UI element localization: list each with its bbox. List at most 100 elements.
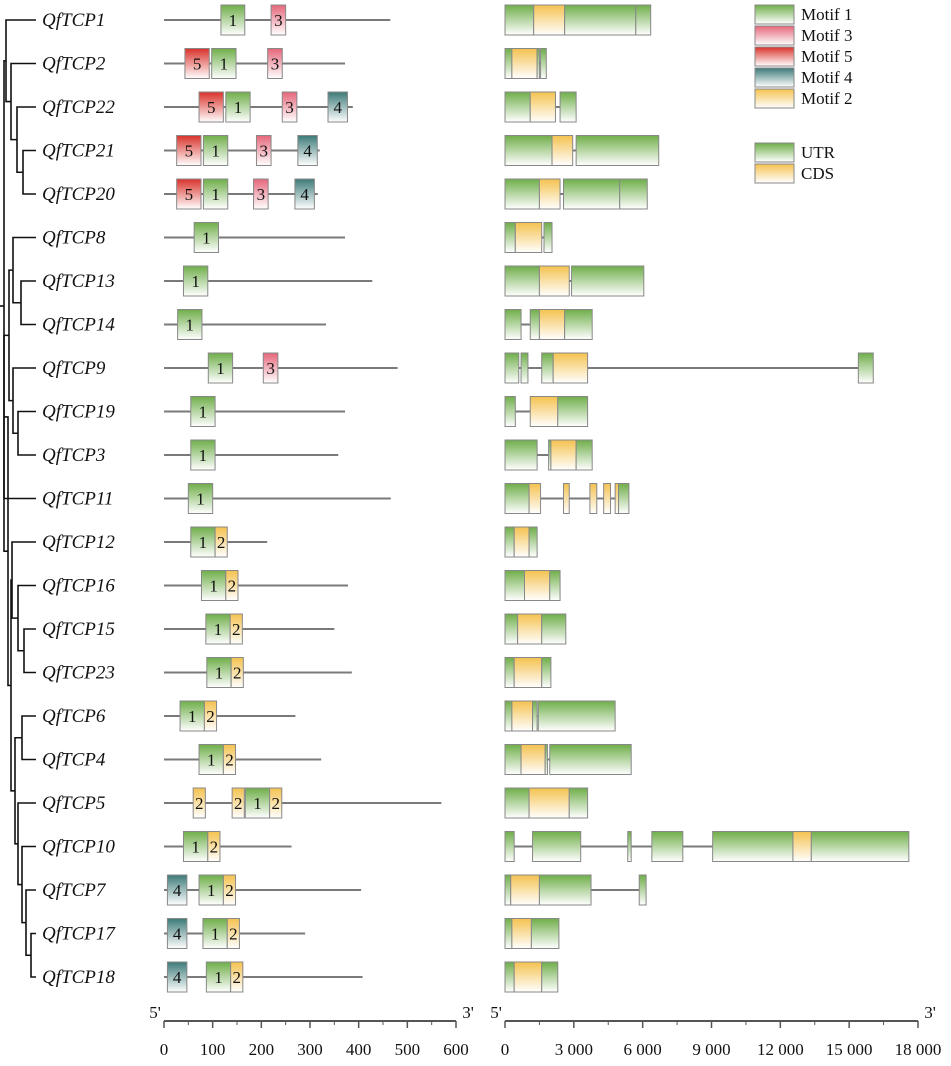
axis-tick-label: 15 000 [826, 1040, 873, 1059]
cds-block [513, 961, 543, 993]
structure-row-qftcp1 [504, 4, 652, 36]
tree-branch [17, 802, 36, 886]
motif-number: 2 [206, 707, 215, 726]
utr-block [504, 439, 538, 471]
tree-branch [23, 628, 36, 674]
motif-5-box [176, 178, 202, 210]
structure-row-qftcp14 [504, 309, 593, 340]
legend-swatch-motif5 [754, 46, 795, 67]
motif-3-box [270, 4, 287, 36]
tree-branch [12, 367, 36, 435]
utr-block [575, 439, 593, 471]
motif-row-qftcp13: 1 [164, 265, 373, 297]
utr-block [532, 831, 582, 862]
structure-row-qftcp15 [504, 613, 567, 645]
motif-2-box [231, 787, 245, 819]
motif-number: 2 [271, 794, 280, 813]
tree-branch [20, 280, 36, 326]
structure-row-qftcp12 [504, 526, 538, 558]
utr-block [618, 483, 630, 514]
axis-tick-label: 400 [346, 1040, 372, 1059]
motif-2-box [207, 831, 221, 862]
utr-block [504, 961, 515, 993]
utr-block [541, 657, 552, 688]
motif-number: 4 [303, 142, 312, 161]
cds-block [614, 483, 620, 514]
utr-block [504, 4, 535, 36]
gene-label-qftcp22: QfTCP22 [42, 97, 115, 118]
motif-number: 2 [225, 881, 234, 900]
axis-tick-label: 9 000 [692, 1040, 730, 1059]
motif-5-box [184, 48, 210, 79]
cds-block [524, 570, 551, 601]
motif-number: 1 [229, 11, 238, 30]
motif-number: 1 [234, 98, 243, 117]
axis-end-label: 3' [462, 1003, 474, 1022]
utr-block [504, 831, 515, 862]
utr-block [520, 352, 529, 384]
utr-block [541, 961, 559, 993]
legend-swatch-cds [754, 163, 795, 184]
motif-number: 1 [253, 794, 262, 813]
tree-branch [17, 584, 36, 652]
motif-number: 1 [199, 446, 208, 465]
utr-block [619, 178, 648, 210]
utr-block [504, 657, 515, 688]
legend-swatch-motif4 [754, 67, 795, 88]
motif-2-box [214, 526, 228, 558]
motif-number: 2 [234, 794, 243, 813]
legend-label-motif3: Motif 3 [801, 26, 852, 45]
utr-block [543, 222, 553, 253]
motif-2-box [203, 700, 218, 732]
structure-row-qftcp5 [504, 787, 589, 819]
gene-labels: QfTCP1 QfTCP2 QfTCP22 QfTCP21 QfTCP20 QfTCP8 Q… [42, 10, 116, 988]
structure-row-qftcp23 [504, 657, 552, 688]
motif-number: 3 [271, 55, 280, 74]
motif-number: 4 [173, 925, 182, 944]
cds-block [533, 4, 566, 36]
motif-1-box [205, 613, 231, 645]
utr-block [568, 787, 589, 819]
gene-label-qftcp9: QfTCP9 [42, 358, 106, 379]
utr-block [504, 570, 526, 601]
motif-3-box [255, 135, 272, 166]
motif-number: 2 [195, 794, 204, 813]
legend-label-cds: CDS [801, 164, 834, 183]
gene-label-qftcp17: QfTCP17 [42, 924, 116, 945]
utr-block [651, 831, 684, 862]
motif-number: 4 [333, 98, 342, 117]
utr-block [504, 178, 540, 210]
utr-block [544, 744, 548, 775]
motif-1-box [182, 265, 209, 297]
motif-4-box [294, 178, 315, 210]
legend-label-motif1: Motif 1 [801, 5, 852, 24]
axis-start-label: 5' [490, 1003, 502, 1022]
utr-block [575, 135, 660, 166]
cds-block [552, 352, 589, 384]
motif-row-qftcp14: 1 [164, 309, 327, 340]
motif-number: 1 [220, 55, 229, 74]
motif-number: 3 [285, 98, 294, 117]
gene-structure-axis: 0 3 000 6 000 9 000 12 000 15 000 18 000 5' 3' [490, 1003, 941, 1059]
legend-label-motif2: Motif 2 [801, 89, 852, 108]
cds-block [538, 178, 561, 210]
motif-number: 2 [229, 925, 238, 944]
utr-block [504, 222, 516, 253]
motif-axis: 0 100 200 300 400 500 600 5' 3' [149, 1003, 474, 1059]
cds-block [514, 222, 543, 253]
cds-block [513, 526, 530, 558]
motif-number: 1 [191, 838, 200, 857]
structure-row-qftcp21 [504, 135, 660, 166]
motif-2-box [230, 657, 244, 688]
gene-label-qftcp14: QfTCP14 [42, 315, 115, 336]
tree-branch [21, 715, 36, 761]
gene-label-qftcp16: QfTCP16 [42, 576, 115, 597]
gene-label-qftcp5: QfTCP5 [42, 793, 105, 814]
